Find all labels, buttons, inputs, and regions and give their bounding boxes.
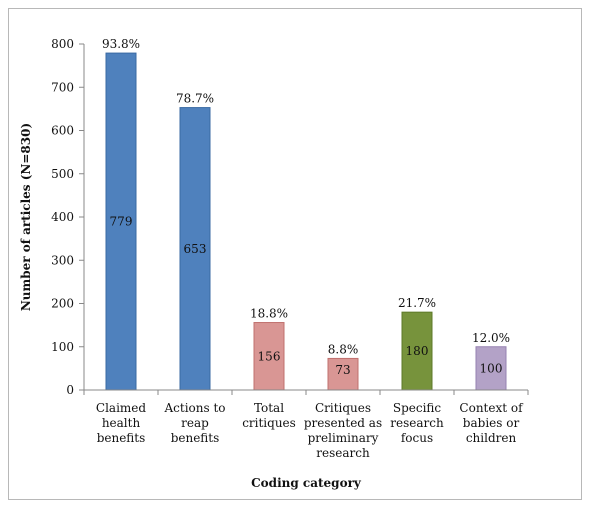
category-label-line: research bbox=[316, 446, 370, 460]
category-label-line: focus bbox=[401, 431, 433, 445]
bar bbox=[179, 107, 211, 391]
bar-value-label: 156 bbox=[258, 349, 281, 363]
bar-value-label: 180 bbox=[406, 344, 429, 358]
bar-percent-label: 78.7% bbox=[176, 92, 214, 106]
category-label-line: Specific bbox=[393, 401, 442, 415]
category-label-line: preliminary bbox=[308, 431, 379, 445]
bars: 93.8% 779 78.7% 653 18.8% 156 8.8% 73 21.7% 180 12… bbox=[102, 37, 510, 391]
bar-percent-label: 12.0% bbox=[472, 331, 510, 345]
category-label: Specific research focus bbox=[390, 401, 444, 445]
category-label-line: Total bbox=[254, 401, 284, 415]
category-label: Total critiques bbox=[242, 401, 296, 430]
category-label-line: benefits bbox=[171, 431, 220, 445]
category-label-line: Claimed bbox=[96, 401, 146, 415]
bar-percent-label: 8.8% bbox=[328, 342, 359, 356]
y-axis-title: Number of articles (N=830) bbox=[19, 123, 33, 311]
category-label: Critiques presented as preliminary research bbox=[304, 401, 382, 460]
bar-percent-label: 93.8% bbox=[102, 37, 140, 51]
bar bbox=[327, 357, 359, 391]
category-label-line: Critiques bbox=[315, 401, 371, 415]
y-tick-label: 200 bbox=[51, 297, 74, 311]
bar-value-label: 100 bbox=[480, 361, 503, 375]
bar-percent-label: 18.8% bbox=[250, 307, 288, 321]
y-axis-ticks: 0 100 200 300 400 500 600 700 800 bbox=[51, 37, 529, 397]
y-tick-label: 700 bbox=[51, 80, 74, 94]
category-label-line: critiques bbox=[242, 416, 296, 430]
y-tick-label: 500 bbox=[51, 167, 74, 181]
category-label: Claimed health benefits bbox=[96, 401, 146, 445]
y-tick-label: 100 bbox=[51, 340, 74, 354]
category-label: Context of babies or children bbox=[459, 401, 524, 445]
y-tick-label: 0 bbox=[66, 383, 74, 397]
category-label-line: children bbox=[466, 431, 517, 445]
y-tick-label: 800 bbox=[51, 37, 74, 51]
bar-value-label: 73 bbox=[335, 363, 350, 377]
bar-percent-label: 21.7% bbox=[398, 296, 436, 310]
category-label-line: benefits bbox=[97, 431, 146, 445]
chart-frame bbox=[8, 8, 582, 500]
category-label-line: reap bbox=[181, 416, 209, 430]
y-tick-label: 400 bbox=[51, 210, 74, 224]
category-label-line: research bbox=[390, 416, 444, 430]
bar-value-label: 653 bbox=[184, 242, 207, 256]
bar-value-label: 779 bbox=[110, 215, 133, 229]
category-label: Actions to reap benefits bbox=[163, 401, 225, 445]
category-label-line: Context of bbox=[459, 401, 524, 415]
y-tick-label: 600 bbox=[51, 124, 74, 138]
category-label-line: Actions to bbox=[163, 401, 225, 415]
category-label-line: health bbox=[102, 416, 141, 430]
y-tick-label: 300 bbox=[51, 253, 74, 267]
x-axis-title: Coding category bbox=[251, 476, 362, 490]
bar bbox=[401, 311, 433, 391]
category-label-line: babies or bbox=[463, 416, 520, 430]
bar bbox=[105, 52, 137, 391]
category-label-line: presented as bbox=[304, 416, 382, 430]
